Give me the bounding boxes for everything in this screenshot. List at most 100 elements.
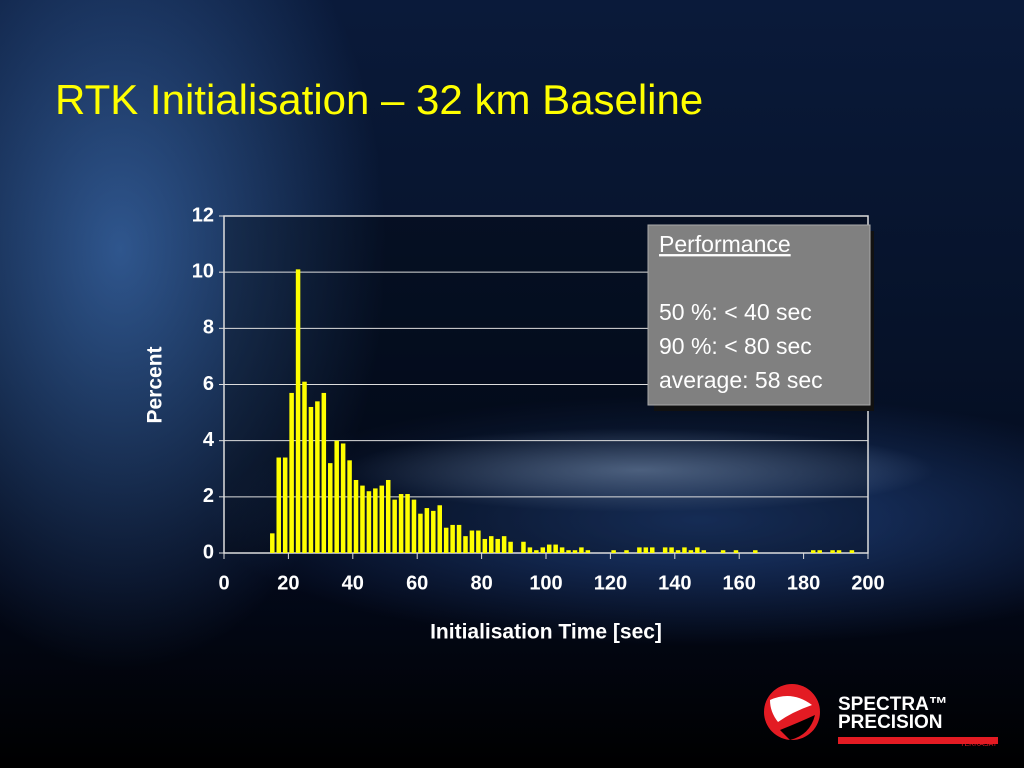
bar — [373, 488, 378, 553]
bar — [836, 550, 842, 553]
bar — [302, 381, 307, 553]
y-tick-label: 10 — [192, 260, 214, 282]
x-tick-label: 0 — [218, 572, 229, 594]
y-tick-label: 12 — [192, 204, 214, 226]
bar — [611, 550, 616, 553]
bar — [701, 550, 707, 553]
bar — [476, 530, 481, 553]
bar — [353, 479, 359, 553]
x-tick-label: 60 — [406, 572, 428, 594]
annotation-line: 50 %: < 40 sec — [659, 299, 812, 325]
bar — [501, 536, 507, 553]
annotation-box — [647, 224, 871, 406]
logo-text: SPECTRA™ — [838, 694, 948, 715]
bar — [521, 541, 526, 553]
x-tick-label: 80 — [470, 572, 492, 594]
bar — [392, 499, 397, 553]
annotation-line: average: 58 sec — [659, 367, 823, 393]
bar — [695, 547, 700, 553]
bar — [295, 269, 301, 553]
bar — [379, 485, 385, 553]
y-tick-label: 0 — [203, 541, 214, 563]
x-tick-label: 200 — [851, 572, 884, 594]
bar — [688, 550, 694, 553]
bar — [270, 533, 275, 553]
bar — [450, 524, 455, 553]
bar — [366, 491, 372, 553]
x-tick-label: 40 — [342, 572, 364, 594]
bar — [289, 392, 294, 553]
bar — [585, 550, 591, 553]
annotation-line: 90 %: < 80 sec — [659, 333, 812, 359]
bar — [540, 547, 546, 553]
bar — [849, 550, 855, 553]
bar — [637, 547, 642, 553]
bar — [340, 443, 346, 553]
bar — [282, 457, 288, 553]
bar — [321, 392, 327, 553]
bar — [682, 547, 687, 553]
bar — [553, 544, 558, 553]
bar — [572, 550, 578, 553]
bar — [443, 527, 449, 553]
bar — [463, 536, 468, 553]
bar — [482, 538, 488, 553]
y-tick-label: 6 — [203, 373, 214, 395]
bar — [456, 524, 462, 553]
bar — [437, 505, 442, 553]
bar — [508, 541, 513, 553]
bar — [830, 550, 835, 553]
bar — [675, 550, 681, 553]
bar — [418, 513, 423, 553]
logo-text: PRECISION — [838, 712, 943, 733]
y-tick-label: 2 — [203, 485, 214, 507]
bar — [527, 547, 533, 553]
x-axis-label: Initialisation Time [sec] — [430, 621, 662, 644]
bar — [624, 550, 629, 553]
bar — [424, 508, 430, 553]
logo-swoosh — [770, 696, 812, 722]
bar — [405, 494, 410, 553]
bar — [347, 460, 352, 553]
x-tick-label: 100 — [529, 572, 562, 594]
bar — [315, 401, 320, 553]
y-axis-label: Percent — [144, 346, 167, 423]
bar — [546, 544, 552, 553]
bar — [360, 485, 365, 553]
x-tick-label: 20 — [277, 572, 299, 594]
x-tick-label: 160 — [723, 572, 756, 594]
bar — [431, 510, 436, 553]
bar — [753, 550, 758, 553]
bar — [811, 550, 816, 553]
y-tick-label: 8 — [203, 317, 214, 339]
bar — [579, 547, 584, 553]
logo: SPECTRA™ PRECISION TERRASAT — [764, 684, 998, 748]
bar — [559, 547, 565, 553]
bar — [411, 499, 417, 553]
bar — [733, 550, 739, 553]
bar — [489, 536, 494, 553]
bar — [669, 547, 674, 553]
annotation-heading: Performance — [659, 231, 791, 257]
x-tick-label: 180 — [787, 572, 820, 594]
bar — [720, 550, 726, 553]
bar — [662, 547, 668, 553]
bar — [469, 530, 475, 553]
bar — [643, 547, 649, 553]
bar — [495, 538, 500, 553]
bar — [328, 463, 333, 553]
bar — [398, 494, 404, 553]
bar — [334, 440, 339, 553]
y-tick-label: 4 — [203, 429, 215, 451]
x-tick-label: 140 — [658, 572, 691, 594]
bar — [385, 479, 391, 553]
bar — [534, 550, 539, 553]
logo-tag: TERRASAT — [960, 741, 998, 748]
bar — [650, 547, 655, 553]
logo-bar — [838, 737, 998, 744]
bar — [276, 457, 281, 553]
bar — [817, 550, 822, 553]
slide-title: RTK Initialisation – 32 km Baseline — [55, 76, 703, 123]
